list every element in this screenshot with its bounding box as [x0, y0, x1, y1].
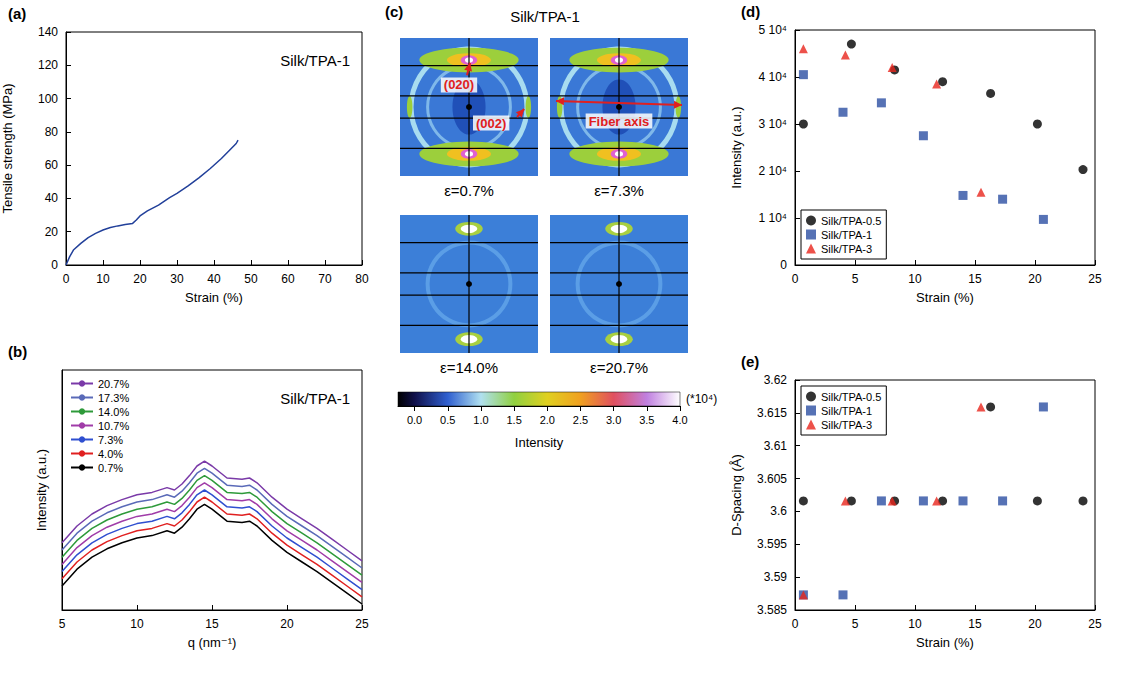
svg-text:3.595: 3.595	[757, 537, 787, 551]
svg-text:Silk/TPA-1: Silk/TPA-1	[510, 8, 580, 25]
svg-text:20: 20	[45, 225, 59, 239]
svg-text:15: 15	[968, 617, 982, 631]
svg-text:10: 10	[96, 272, 110, 286]
svg-text:1 10⁴: 1 10⁴	[758, 211, 787, 225]
svg-text:Silk/TPA-3: Silk/TPA-3	[821, 419, 872, 431]
svg-text:20: 20	[1028, 617, 1042, 631]
svg-text:80: 80	[355, 272, 369, 286]
svg-text:0: 0	[792, 617, 799, 631]
svg-text:Intensity: Intensity	[515, 435, 564, 450]
svg-text:5: 5	[852, 617, 859, 631]
svg-text:Intensity (a.u.): Intensity (a.u.)	[34, 449, 49, 531]
svg-text:Silk/TPA-0.5: Silk/TPA-0.5	[821, 215, 881, 227]
svg-text:10: 10	[908, 617, 922, 631]
svg-text:(b): (b)	[8, 343, 27, 360]
svg-text:3.59: 3.59	[764, 570, 788, 584]
svg-text:120: 120	[38, 58, 58, 72]
svg-text:3.62: 3.62	[764, 373, 788, 387]
svg-text:25: 25	[355, 617, 369, 631]
svg-text:5: 5	[852, 272, 859, 286]
svg-text:80: 80	[45, 125, 59, 139]
svg-text:0.5: 0.5	[440, 414, 455, 426]
svg-text:(c): (c)	[385, 3, 403, 20]
svg-text:Fiber axis: Fiber axis	[589, 114, 650, 129]
svg-text:4 10⁴: 4 10⁴	[758, 70, 787, 84]
svg-text:10: 10	[130, 617, 144, 631]
svg-text:15: 15	[968, 272, 982, 286]
svg-text:ε=14.0%: ε=14.0%	[440, 359, 498, 376]
svg-text:(*10⁴): (*10⁴)	[686, 392, 717, 406]
svg-text:3.0: 3.0	[606, 414, 621, 426]
svg-text:(d): (d)	[741, 3, 760, 20]
svg-text:25: 25	[1088, 617, 1102, 631]
svg-text:70: 70	[318, 272, 332, 286]
svg-text:Silk/TPA-0.5: Silk/TPA-0.5	[821, 391, 881, 403]
svg-text:50: 50	[244, 272, 258, 286]
svg-text:0: 0	[51, 258, 58, 272]
svg-text:Strain (%): Strain (%)	[916, 290, 974, 305]
svg-text:5 10⁴: 5 10⁴	[758, 23, 787, 37]
svg-text:15: 15	[205, 617, 219, 631]
svg-text:Strain (%): Strain (%)	[185, 290, 243, 305]
svg-text:0: 0	[63, 272, 70, 286]
svg-text:Silk/TPA-1: Silk/TPA-1	[821, 229, 872, 241]
svg-text:ε=0.7%: ε=0.7%	[444, 182, 494, 199]
svg-text:14.0%: 14.0%	[98, 406, 129, 418]
svg-text:3.605: 3.605	[757, 472, 787, 486]
svg-text:3 10⁴: 3 10⁴	[758, 117, 787, 131]
svg-text:20.7%: 20.7%	[98, 378, 129, 390]
svg-text:D-Spacing (Å): D-Spacing (Å)	[729, 454, 744, 536]
svg-text:10: 10	[908, 272, 922, 286]
svg-text:(a): (a)	[8, 5, 26, 22]
svg-text:25: 25	[1088, 272, 1102, 286]
svg-text:3.6: 3.6	[770, 504, 787, 518]
svg-text:(002): (002)	[476, 116, 506, 131]
svg-text:20: 20	[133, 272, 147, 286]
svg-text:2.0: 2.0	[540, 414, 555, 426]
svg-text:140: 140	[38, 25, 58, 39]
svg-text:Silk/TPA-1: Silk/TPA-1	[821, 405, 872, 417]
svg-text:40: 40	[207, 272, 221, 286]
svg-text:3.5: 3.5	[639, 414, 654, 426]
svg-text:(e): (e)	[741, 353, 759, 370]
svg-text:Silk/TPA-3: Silk/TPA-3	[821, 243, 872, 255]
svg-text:0: 0	[780, 258, 787, 272]
svg-text:q (nm⁻¹): q (nm⁻¹)	[188, 635, 237, 650]
svg-text:Intensity (a.u.): Intensity (a.u.)	[729, 106, 744, 188]
svg-text:20: 20	[280, 617, 294, 631]
svg-text:0.0: 0.0	[407, 414, 422, 426]
svg-text:0.7%: 0.7%	[98, 462, 123, 474]
svg-text:1.5: 1.5	[506, 414, 521, 426]
svg-text:3.61: 3.61	[764, 439, 788, 453]
svg-text:40: 40	[45, 191, 59, 205]
svg-text:Strain (%): Strain (%)	[916, 635, 974, 650]
svg-text:ε=20.7%: ε=20.7%	[590, 359, 648, 376]
svg-text:2 10⁴: 2 10⁴	[758, 164, 787, 178]
svg-text:ε=7.3%: ε=7.3%	[594, 182, 644, 199]
svg-text:5: 5	[59, 617, 66, 631]
svg-text:3.585: 3.585	[757, 603, 787, 617]
svg-text:3.615: 3.615	[757, 406, 787, 420]
svg-text:17.3%: 17.3%	[98, 392, 129, 404]
svg-text:4.0: 4.0	[672, 414, 687, 426]
svg-text:4.0%: 4.0%	[98, 448, 123, 460]
svg-text:60: 60	[281, 272, 295, 286]
svg-text:7.3%: 7.3%	[98, 434, 123, 446]
svg-text:(020): (020)	[444, 77, 474, 92]
svg-text:20: 20	[1028, 272, 1042, 286]
svg-text:2.5: 2.5	[573, 414, 588, 426]
svg-text:1.0: 1.0	[473, 414, 488, 426]
svg-text:100: 100	[38, 92, 58, 106]
svg-text:Tensile strength (MPa): Tensile strength (MPa)	[0, 83, 15, 213]
svg-text:0: 0	[792, 272, 799, 286]
svg-text:30: 30	[170, 272, 184, 286]
svg-text:60: 60	[45, 158, 59, 172]
svg-text:Silk/TPA-1: Silk/TPA-1	[280, 390, 350, 407]
svg-text:10.7%: 10.7%	[98, 420, 129, 432]
svg-text:Silk/TPA-1: Silk/TPA-1	[280, 52, 350, 69]
